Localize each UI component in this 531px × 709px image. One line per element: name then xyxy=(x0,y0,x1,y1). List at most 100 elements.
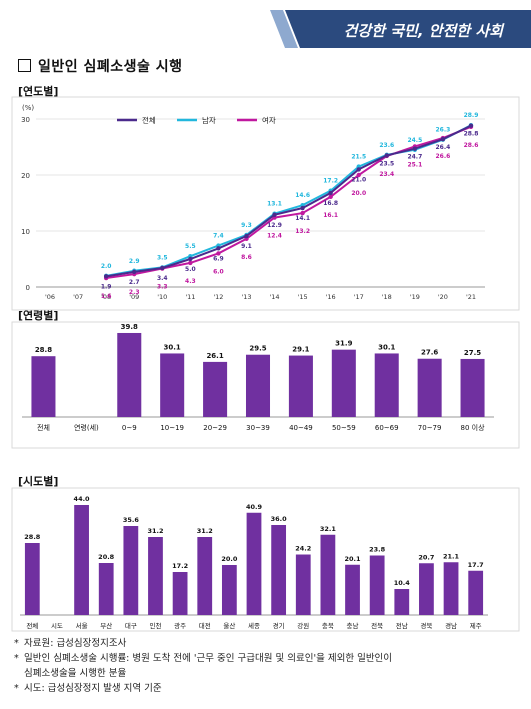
data-label-2: 1.6 xyxy=(101,293,112,300)
banner-slogan: 건강한 국민, 안전한 사회 xyxy=(344,22,506,40)
region-chart-bar xyxy=(246,512,262,615)
series-point-0 xyxy=(103,274,109,279)
age-chart-bar xyxy=(245,354,271,417)
data-label-0: 12.9 xyxy=(267,222,282,229)
region-chart-bar xyxy=(172,572,188,615)
series-point-0 xyxy=(160,265,165,271)
data-label-2: 6.0 xyxy=(213,268,224,275)
region-chart-value-label: 40.9 xyxy=(246,503,263,511)
series-point-0 xyxy=(272,212,277,217)
series-point-2 xyxy=(160,266,165,271)
data-label-1: 26.3 xyxy=(436,127,451,134)
region-chart-bar xyxy=(148,537,163,615)
data-label-2: 23.4 xyxy=(379,171,394,178)
age-chart-bar xyxy=(117,332,142,417)
series-point-2 xyxy=(103,275,109,281)
region-chart-category-label: 경기 xyxy=(273,621,285,630)
region-chart-bar xyxy=(345,564,360,615)
series-point-1 xyxy=(160,265,165,270)
x-tick-label: '14 xyxy=(270,293,280,301)
age-chart-bar xyxy=(331,349,356,417)
region-chart-category-label: 대구 xyxy=(125,622,137,630)
data-label-2: 25.1 xyxy=(407,161,422,168)
age-chart-value-label: 26.1 xyxy=(206,352,223,360)
x-tick-label: '15 xyxy=(298,293,308,301)
data-label-1: 28.9 xyxy=(464,112,479,119)
series-line-1 xyxy=(106,124,472,277)
series-point-0 xyxy=(132,269,137,275)
section-label-age: [연령별] xyxy=(18,309,59,322)
data-label-2: 13.2 xyxy=(295,228,310,235)
age-chart-category-label: 60~69 xyxy=(375,424,399,432)
series-point-0 xyxy=(468,123,474,128)
series-point-2 xyxy=(384,153,389,159)
data-label-1: 17.2 xyxy=(323,178,338,185)
data-label-1: 24.5 xyxy=(407,137,422,144)
data-label-1: 9.3 xyxy=(241,222,252,229)
x-tick-label: '07 xyxy=(73,293,83,301)
region-chart-value-label: 31.2 xyxy=(147,527,163,535)
data-label-1: 13.1 xyxy=(267,201,282,208)
region-chart-bar xyxy=(197,537,213,615)
y-tick-label: 0 xyxy=(26,284,30,292)
series-point-2 xyxy=(300,210,305,216)
data-label-0: 24.7 xyxy=(407,154,422,161)
region-chart-category-label: 충북 xyxy=(322,621,334,630)
y-tick-label: 30 xyxy=(21,116,30,124)
data-label-0: 9.1 xyxy=(241,243,252,250)
data-label-1: 7.4 xyxy=(213,233,224,240)
age-chart-category-label: 40~49 xyxy=(289,424,313,432)
data-label-2: 2.3 xyxy=(129,289,140,296)
x-tick-label: '21 xyxy=(466,293,476,301)
region-chart-value-label: 23.8 xyxy=(369,546,386,554)
data-label-2: 26.6 xyxy=(436,153,451,160)
series-point-2 xyxy=(188,260,193,266)
region-chart-category-label: 부산 xyxy=(100,621,112,630)
region-chart-category-label: 세종 xyxy=(248,621,260,630)
region-chart-category-label: 대전 xyxy=(199,621,211,630)
series-line-2 xyxy=(106,125,472,279)
series-point-2 xyxy=(216,251,221,256)
region-chart-category-label: 울산 xyxy=(223,621,235,630)
region-chart-bar xyxy=(394,589,410,615)
data-label-2: 16.1 xyxy=(323,212,338,219)
y-tick-label: 10 xyxy=(21,228,30,236)
data-label-0: 6.9 xyxy=(213,255,224,262)
age-chart-value-label: 29.1 xyxy=(292,346,309,354)
x-tick-label: '17 xyxy=(354,293,364,301)
age-chart-category-label: 20~29 xyxy=(203,424,227,432)
footnote-region: * 시도: 급성심장정지 발생 지역 기준 xyxy=(14,683,162,694)
region-chart-bar xyxy=(24,543,40,615)
data-label-1: 21.5 xyxy=(351,154,366,161)
data-label-1: 14.6 xyxy=(295,192,310,199)
x-tick-label: '10 xyxy=(157,293,167,301)
region-chart-bar xyxy=(271,525,287,615)
region-chart-bar xyxy=(468,570,484,615)
data-label-0: 16.8 xyxy=(323,200,338,207)
region-chart-category-label: 전남 xyxy=(396,621,408,630)
age-chart-category-label: 70~79 xyxy=(418,424,442,432)
x-tick-label: '16 xyxy=(326,293,336,301)
region-chart-category-label: 전체 xyxy=(26,621,38,630)
x-tick-label: '13 xyxy=(241,293,251,301)
region-chart-category-label: 시도 xyxy=(51,622,63,630)
age-chart-category-label: 80 이상 xyxy=(461,423,486,432)
age-chart-value-label: 27.6 xyxy=(421,349,438,357)
series-point-0 xyxy=(300,205,305,211)
region-chart-value-label: 32.1 xyxy=(320,525,337,533)
region-chart-value-label: 20.0 xyxy=(221,555,238,563)
data-label-2: 8.6 xyxy=(241,254,252,261)
region-chart-category-label: 광주 xyxy=(174,622,186,630)
data-label-0: 28.8 xyxy=(464,131,479,138)
age-chart-category-label: 50~59 xyxy=(332,424,356,432)
series-point-1 xyxy=(300,203,305,208)
series-point-1 xyxy=(272,211,277,216)
region-chart-category-label: 강원 xyxy=(297,621,309,630)
series-point-2 xyxy=(468,124,474,130)
age-chart-frame xyxy=(11,321,520,449)
age-chart-category-label: 10~19 xyxy=(160,424,184,432)
data-label-0: 1.9 xyxy=(101,283,112,290)
banner-stripe xyxy=(270,10,298,48)
series-point-1 xyxy=(103,273,109,278)
